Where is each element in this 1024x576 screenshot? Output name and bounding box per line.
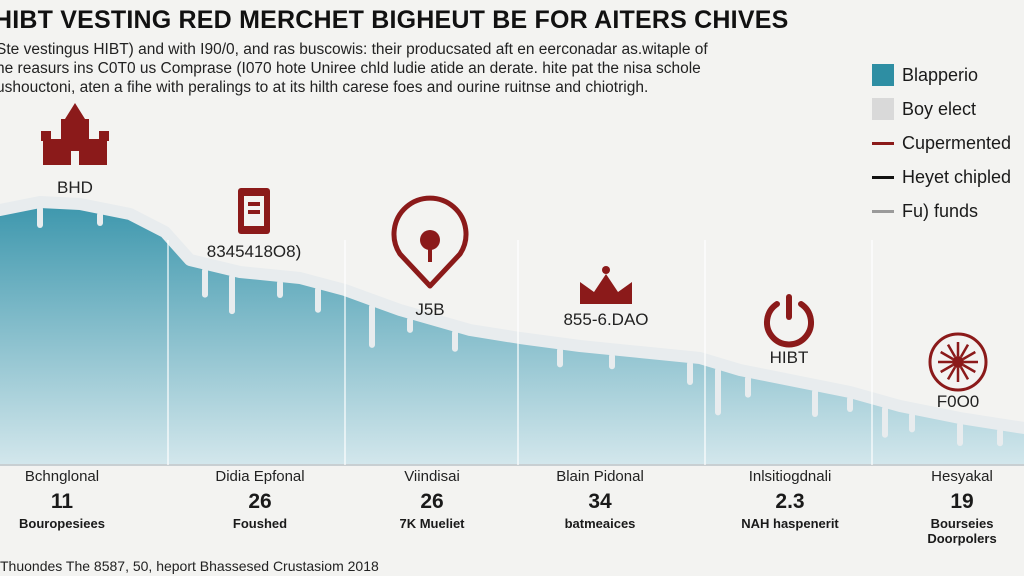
drip: [715, 367, 721, 416]
legend-label: Heyet chipled: [902, 166, 1012, 187]
category-name: Blain Pidonal: [556, 468, 644, 485]
category-subtext: batmeaices: [564, 516, 636, 531]
legend-item: Boy elect: [872, 92, 1011, 126]
document-icon: [238, 188, 270, 234]
legend-swatch: [872, 64, 894, 86]
category-subtext: Doorpolers: [927, 531, 997, 546]
category-column: Hesyakal 19 Bourseies Doorpolers: [887, 468, 1024, 546]
category-column: Blain Pidonal 34 batmeaices: [525, 468, 675, 531]
icon-label: BHD: [57, 178, 93, 197]
icon-label: 855-6.DAO: [563, 310, 649, 329]
drip: [407, 316, 413, 333]
category-subtext: Bourseies: [930, 516, 994, 531]
legend-item: Cupermented: [872, 126, 1011, 160]
category-subtext: NAH haspenerit: [741, 516, 839, 531]
sunburst-icon: [928, 332, 988, 392]
category-subtext: 7K Mueliet: [399, 516, 465, 531]
legend-item: Blapperio: [872, 58, 1011, 92]
area-ridge: [0, 196, 1024, 434]
drip: [37, 206, 43, 228]
category-column: Didia Epfonal 26 Foushed: [185, 468, 335, 531]
area-fill: [0, 204, 1024, 465]
category-value: 26: [420, 490, 444, 513]
drip: [369, 303, 375, 348]
drip: [909, 412, 915, 433]
icon-label: J5B: [415, 300, 445, 319]
category-value: 11: [50, 490, 74, 513]
legend-label: Boy elect: [902, 98, 977, 119]
category-column: Viindisai 26 7K Mueliet: [357, 468, 507, 531]
category-value: 19: [950, 490, 974, 513]
drip: [882, 405, 888, 438]
chart-title: HIBT VESTING RED MERCHET BIGHEUT BE FOR …: [0, 6, 789, 34]
icon-label: 8345418O8): [206, 242, 302, 261]
category-column: Inlsitiogdnali 2.3 NAH haspenerit: [715, 468, 865, 531]
chart-legend: Blapperio Boy elect Cupermented Heyet ch…: [872, 58, 1011, 228]
drip: [202, 267, 208, 298]
category-name: Inlsitiogdnali: [748, 468, 832, 485]
subtitle-line: ushouctoni, aten a fihe with peralings t…: [0, 79, 649, 96]
legend-item: Heyet chipled: [872, 160, 1011, 194]
drip: [557, 347, 563, 368]
drip: [452, 329, 458, 352]
legend-line: [872, 141, 894, 145]
category-name: Bchnglonal: [24, 468, 100, 485]
legend-swatch: [872, 98, 894, 120]
category-column: Bchnglonal 11 Bouropesiees: [0, 468, 137, 531]
drip: [957, 422, 963, 446]
legend-label: Blapperio: [902, 64, 979, 85]
drip: [687, 361, 693, 385]
drip: [997, 428, 1003, 447]
drip: [315, 286, 321, 313]
legend-line: [872, 175, 894, 179]
chart-subtitle: Ste vestingus HIBT) and with I90/0, and …: [0, 40, 846, 97]
drip: [97, 212, 103, 226]
category-name: Didia Epfonal: [215, 468, 305, 485]
category-value: 26: [248, 490, 272, 513]
location-pin-icon: [391, 195, 469, 289]
drip: [229, 274, 235, 315]
legend-label: Cupermented: [902, 132, 1012, 153]
drip: [847, 396, 853, 412]
icon-label: HIBT: [769, 348, 809, 367]
legend-label: Fu) funds: [902, 200, 979, 221]
category-value: 34: [588, 490, 612, 513]
drip: [745, 375, 751, 398]
category-subtext: Foushed: [232, 516, 288, 531]
drip: [609, 353, 615, 370]
category-subtext: Bouropesiees: [19, 516, 105, 531]
category-value: 2.3: [775, 490, 805, 513]
power-icon: [764, 294, 814, 348]
legend-item: Fu) funds: [872, 194, 1011, 228]
subtitle-line: he reasurs ins C0T0 us Comprase (I070 ho…: [0, 60, 701, 77]
icon-label: F0O0: [936, 392, 980, 411]
category-name: Hesyakal: [931, 468, 993, 485]
drip: [277, 280, 283, 298]
castle-icon: [41, 103, 109, 165]
drip: [812, 389, 818, 417]
crown-icon: [580, 266, 632, 304]
footer-source: Thuondes The 8587, 50, heport Bhassesed …: [0, 558, 379, 574]
category-name: Viindisai: [404, 468, 460, 485]
legend-line: [872, 209, 894, 213]
subtitle-line: Ste vestingus HIBT) and with I90/0, and …: [0, 41, 708, 58]
